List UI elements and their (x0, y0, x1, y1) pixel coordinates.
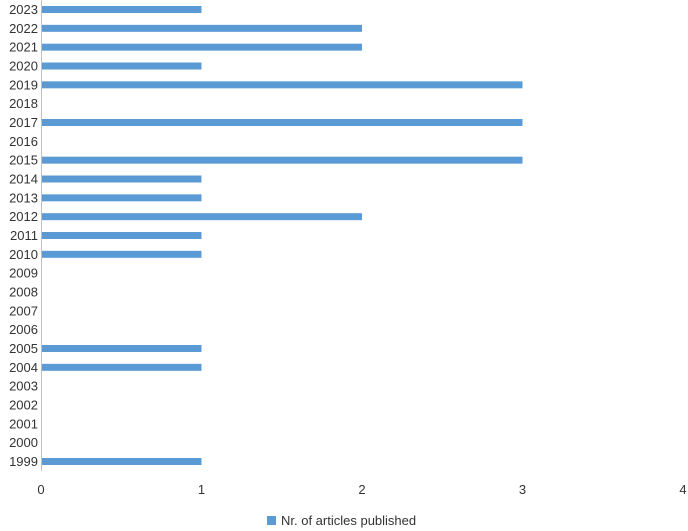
bars-group (41, 6, 523, 465)
x-tick-label: 1 (198, 482, 205, 497)
y-tick-label: 2020 (9, 59, 38, 74)
bar-2014 (41, 175, 202, 183)
x-tick-label: 0 (37, 482, 44, 497)
legend: Nr. of articles published (267, 513, 416, 528)
y-tick-label: 2017 (9, 115, 38, 130)
y-tick-label: 2015 (9, 153, 38, 168)
y-tick-label: 2005 (9, 341, 38, 356)
bar-2013 (41, 194, 202, 202)
legend-swatch (267, 516, 276, 525)
bar-2011 (41, 232, 202, 239)
bar-2022 (41, 24, 362, 32)
bar-2023 (41, 6, 202, 13)
y-tick-label: 2014 (9, 172, 38, 187)
y-tick-labels: 1999 2000 2001 2002 2003 2004 2005 2006 2007 2008… (9, 2, 38, 469)
bar-2005 (41, 345, 202, 352)
bar-2004 (41, 363, 202, 371)
bar-2020 (41, 62, 202, 70)
x-tick-label: 2 (358, 482, 365, 497)
legend-label: Nr. of articles published (281, 513, 416, 528)
y-tick-label: 2019 (9, 77, 38, 92)
bar-1999 (41, 458, 202, 465)
y-tick-label: 2008 (9, 285, 38, 300)
x-tick-label: 4 (679, 482, 686, 497)
x-tick-label: 3 (519, 482, 526, 497)
y-tick-label: 2013 (9, 190, 38, 205)
y-tick-label: 2001 (9, 416, 38, 431)
bar-2010 (41, 250, 202, 258)
y-tick-label: 2000 (9, 435, 38, 450)
y-tick-label: 2021 (9, 40, 38, 55)
y-tick-label: 2018 (9, 96, 38, 111)
y-tick-label: 2009 (9, 266, 38, 281)
bar-2015 (41, 156, 523, 164)
y-tick-label: 2007 (9, 303, 38, 318)
bar-2017 (41, 119, 523, 126)
y-tick-label: 2011 (10, 228, 38, 243)
x-tick-labels: 0 1 2 3 4 (37, 482, 686, 497)
y-tick-label: 2016 (9, 134, 38, 149)
y-tick-label: 2023 (9, 2, 38, 17)
y-tick-label: 2002 (9, 398, 38, 413)
y-tick-label: 2022 (9, 21, 38, 36)
y-tick-label: 2010 (9, 247, 38, 262)
bar-2021 (41, 43, 362, 51)
bar-2019 (41, 81, 523, 89)
bar-2012 (41, 213, 362, 221)
y-tick-label: 2012 (9, 209, 38, 224)
y-tick-label: 2006 (9, 322, 38, 337)
y-tick-label: 2003 (9, 379, 38, 394)
y-tick-label: 1999 (9, 454, 38, 469)
y-tick-label: 2004 (9, 360, 38, 375)
